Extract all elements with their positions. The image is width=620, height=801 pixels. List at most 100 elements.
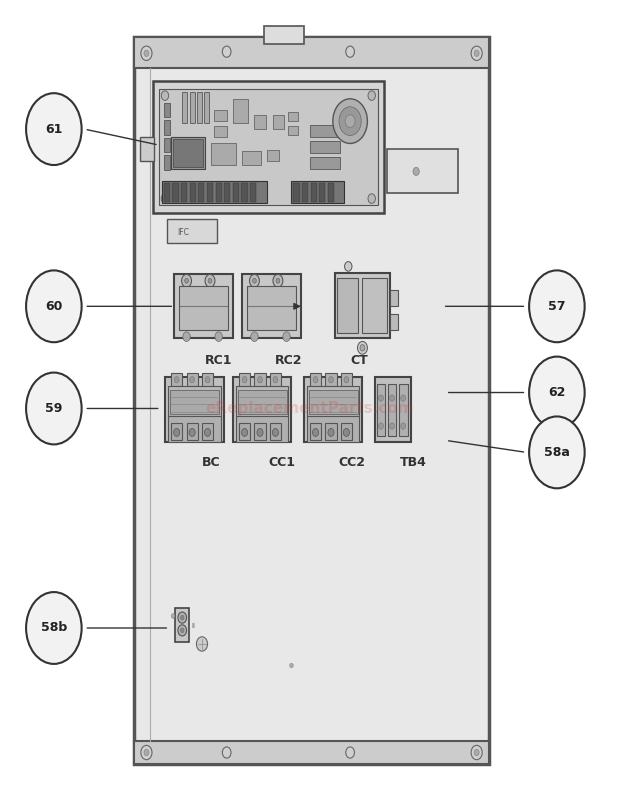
Circle shape bbox=[144, 50, 149, 56]
FancyBboxPatch shape bbox=[134, 38, 489, 763]
FancyBboxPatch shape bbox=[172, 183, 179, 202]
FancyBboxPatch shape bbox=[171, 137, 205, 169]
Text: 58a: 58a bbox=[544, 446, 570, 459]
FancyBboxPatch shape bbox=[302, 183, 308, 202]
Circle shape bbox=[368, 194, 376, 203]
Circle shape bbox=[26, 93, 82, 165]
FancyBboxPatch shape bbox=[236, 417, 288, 442]
Text: IFC: IFC bbox=[177, 227, 189, 236]
FancyBboxPatch shape bbox=[288, 111, 298, 121]
FancyBboxPatch shape bbox=[207, 183, 213, 202]
FancyBboxPatch shape bbox=[390, 314, 397, 330]
FancyBboxPatch shape bbox=[171, 423, 182, 441]
Circle shape bbox=[379, 395, 383, 401]
Text: eReplacementParts.com: eReplacementParts.com bbox=[206, 401, 414, 416]
FancyBboxPatch shape bbox=[182, 92, 187, 123]
FancyBboxPatch shape bbox=[254, 423, 265, 441]
Circle shape bbox=[333, 99, 368, 143]
FancyBboxPatch shape bbox=[307, 417, 360, 442]
FancyBboxPatch shape bbox=[310, 157, 340, 169]
Circle shape bbox=[344, 376, 349, 383]
Circle shape bbox=[26, 372, 82, 445]
FancyBboxPatch shape bbox=[170, 390, 219, 414]
FancyBboxPatch shape bbox=[375, 376, 410, 442]
Circle shape bbox=[328, 429, 334, 437]
FancyBboxPatch shape bbox=[310, 373, 321, 386]
Text: 60: 60 bbox=[45, 300, 63, 313]
Circle shape bbox=[178, 625, 187, 636]
Circle shape bbox=[174, 376, 179, 383]
Circle shape bbox=[205, 275, 215, 287]
FancyBboxPatch shape bbox=[168, 417, 221, 442]
Circle shape bbox=[339, 107, 361, 135]
Circle shape bbox=[257, 376, 262, 383]
FancyBboxPatch shape bbox=[167, 219, 218, 244]
Circle shape bbox=[182, 275, 192, 287]
Circle shape bbox=[273, 376, 278, 383]
FancyBboxPatch shape bbox=[168, 386, 221, 417]
FancyBboxPatch shape bbox=[388, 384, 396, 436]
Circle shape bbox=[180, 628, 184, 633]
FancyBboxPatch shape bbox=[288, 126, 298, 135]
FancyBboxPatch shape bbox=[153, 81, 384, 213]
FancyBboxPatch shape bbox=[211, 143, 236, 165]
FancyBboxPatch shape bbox=[175, 608, 189, 642]
FancyBboxPatch shape bbox=[179, 286, 228, 330]
FancyBboxPatch shape bbox=[264, 26, 304, 44]
FancyBboxPatch shape bbox=[307, 386, 360, 417]
Circle shape bbox=[471, 46, 482, 60]
Circle shape bbox=[346, 46, 355, 57]
FancyBboxPatch shape bbox=[215, 110, 227, 121]
Text: 62: 62 bbox=[548, 386, 565, 399]
FancyBboxPatch shape bbox=[174, 275, 233, 338]
Circle shape bbox=[529, 356, 585, 429]
Circle shape bbox=[273, 275, 283, 287]
FancyBboxPatch shape bbox=[267, 150, 279, 161]
FancyBboxPatch shape bbox=[134, 742, 489, 763]
FancyBboxPatch shape bbox=[198, 183, 205, 202]
Circle shape bbox=[401, 395, 405, 401]
Circle shape bbox=[474, 50, 479, 56]
FancyBboxPatch shape bbox=[273, 115, 284, 129]
Circle shape bbox=[360, 344, 365, 351]
Circle shape bbox=[346, 747, 355, 758]
FancyBboxPatch shape bbox=[239, 373, 250, 386]
Circle shape bbox=[171, 614, 175, 618]
FancyBboxPatch shape bbox=[164, 183, 170, 202]
Circle shape bbox=[413, 167, 419, 175]
FancyBboxPatch shape bbox=[224, 183, 231, 202]
Circle shape bbox=[252, 279, 256, 284]
Text: CC2: CC2 bbox=[339, 457, 365, 469]
FancyBboxPatch shape bbox=[337, 278, 358, 333]
FancyBboxPatch shape bbox=[140, 137, 154, 161]
Circle shape bbox=[343, 429, 350, 437]
Circle shape bbox=[250, 332, 258, 341]
FancyBboxPatch shape bbox=[216, 183, 222, 202]
FancyBboxPatch shape bbox=[247, 286, 296, 330]
Text: CT: CT bbox=[350, 354, 368, 367]
Text: 58b: 58b bbox=[41, 622, 67, 634]
Circle shape bbox=[257, 429, 263, 437]
Circle shape bbox=[313, 376, 318, 383]
Circle shape bbox=[474, 749, 479, 755]
FancyBboxPatch shape bbox=[270, 423, 281, 441]
FancyBboxPatch shape bbox=[254, 373, 265, 386]
Circle shape bbox=[174, 429, 180, 437]
FancyBboxPatch shape bbox=[134, 38, 489, 67]
Text: RC2: RC2 bbox=[275, 354, 303, 367]
FancyBboxPatch shape bbox=[310, 423, 321, 441]
FancyBboxPatch shape bbox=[202, 373, 213, 386]
Circle shape bbox=[180, 615, 184, 620]
Circle shape bbox=[471, 746, 482, 759]
FancyBboxPatch shape bbox=[390, 290, 397, 306]
FancyBboxPatch shape bbox=[171, 373, 182, 386]
FancyBboxPatch shape bbox=[164, 120, 170, 135]
FancyBboxPatch shape bbox=[190, 92, 195, 123]
Circle shape bbox=[312, 429, 319, 437]
Circle shape bbox=[189, 429, 195, 437]
Circle shape bbox=[26, 271, 82, 342]
Circle shape bbox=[190, 376, 195, 383]
FancyBboxPatch shape bbox=[181, 183, 187, 202]
Circle shape bbox=[161, 194, 169, 203]
Circle shape bbox=[242, 376, 247, 383]
